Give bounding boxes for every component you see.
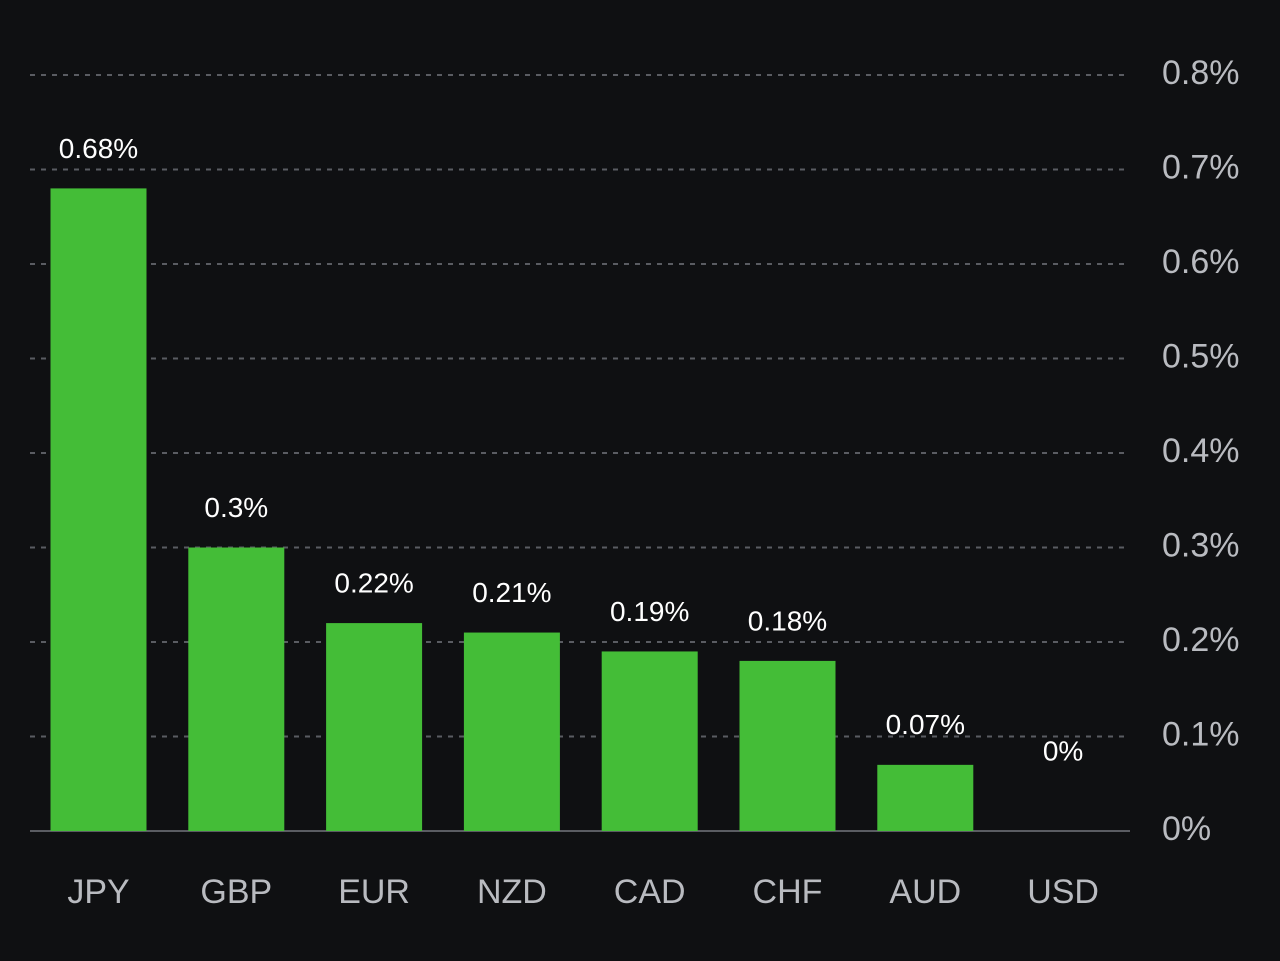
grid-layer bbox=[30, 74, 1130, 832]
data-label-aud: 0.07% bbox=[886, 709, 965, 740]
bar-chf[interactable] bbox=[739, 660, 836, 831]
x-tick-label-usd: USD bbox=[1027, 873, 1099, 911]
y-tick-label: 0.4% bbox=[1162, 432, 1240, 470]
bar-cad[interactable] bbox=[601, 651, 698, 831]
y-tick-label: 0.3% bbox=[1162, 526, 1240, 564]
y-tick-label: 0% bbox=[1162, 810, 1211, 848]
data-label-chf: 0.18% bbox=[748, 605, 827, 636]
bar-nzd[interactable] bbox=[463, 632, 560, 831]
x-axis: JPY GBP EUR NZD CAD CHF AUD USD bbox=[67, 873, 1099, 911]
x-tick-label-nzd: NZD bbox=[477, 873, 547, 911]
data-label-usd: 0% bbox=[1043, 735, 1083, 766]
y-tick-label: 0.7% bbox=[1162, 148, 1240, 186]
x-tick-label-eur: EUR bbox=[338, 873, 410, 911]
x-tick-label-jpy: JPY bbox=[67, 873, 129, 911]
x-tick-label-chf: CHF bbox=[753, 873, 823, 911]
y-tick-label: 0.6% bbox=[1162, 243, 1240, 281]
bar-eur[interactable] bbox=[326, 623, 423, 831]
data-label-jpy: 0.68% bbox=[59, 133, 138, 164]
y-tick-label: 0.2% bbox=[1162, 621, 1240, 659]
x-tick-label-cad: CAD bbox=[614, 873, 686, 911]
data-label-nzd: 0.21% bbox=[472, 577, 551, 608]
bar-gbp[interactable] bbox=[188, 547, 285, 832]
bar-jpy[interactable] bbox=[50, 188, 147, 831]
y-tick-label: 0.1% bbox=[1162, 715, 1240, 753]
data-label-gbp: 0.3% bbox=[204, 492, 268, 523]
y-tick-label: 0.5% bbox=[1162, 337, 1240, 375]
data-label-layer: 0.68% 0.3% 0.22% 0.21% 0.19% 0.18% 0.07% 0% bbox=[59, 133, 1084, 767]
bar-layer bbox=[50, 188, 974, 832]
bar-aud[interactable] bbox=[877, 764, 974, 831]
data-label-eur: 0.22% bbox=[334, 567, 413, 598]
y-tick-label: 0.8% bbox=[1162, 54, 1240, 92]
x-tick-label-aud: AUD bbox=[889, 873, 961, 911]
y-axis: 0% 0.1% 0.2% 0.3% 0.4% 0.5% 0.6% 0.7% 0.8% bbox=[1162, 54, 1240, 848]
data-label-cad: 0.19% bbox=[610, 596, 689, 627]
x-tick-label-gbp: GBP bbox=[200, 873, 272, 911]
